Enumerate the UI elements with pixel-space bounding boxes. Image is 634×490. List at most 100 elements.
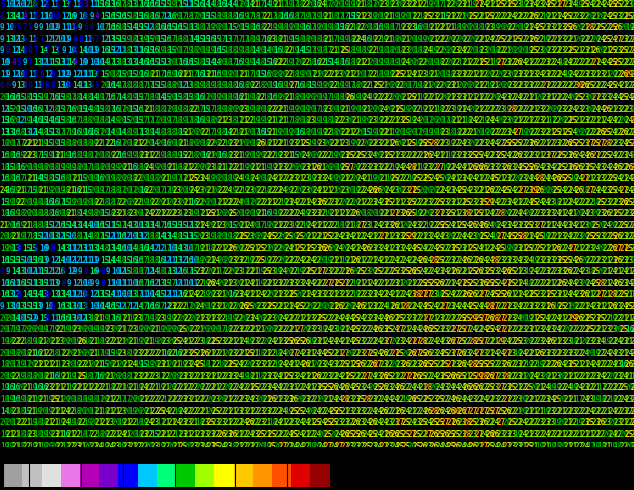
Text: 20: 20: [458, 35, 467, 44]
Text: 15: 15: [301, 47, 311, 55]
Text: 26: 26: [295, 453, 305, 462]
Text: 19: 19: [217, 81, 227, 90]
Text: 20: 20: [569, 302, 578, 311]
Text: 22: 22: [368, 47, 377, 55]
Text: 24: 24: [514, 302, 522, 311]
Text: 22: 22: [145, 186, 154, 195]
Text: 26: 26: [552, 360, 562, 369]
Text: 25: 25: [318, 383, 327, 392]
Text: 19: 19: [223, 140, 233, 148]
Text: 22: 22: [285, 325, 294, 334]
Text: 15: 15: [44, 221, 54, 230]
Text: 20: 20: [502, 209, 512, 218]
Text: 13: 13: [89, 70, 98, 79]
Text: 27: 27: [619, 244, 628, 253]
Text: 25: 25: [469, 418, 478, 427]
Text: 18: 18: [201, 360, 210, 369]
Text: 19: 19: [374, 116, 383, 125]
Text: 26: 26: [357, 430, 366, 439]
Text: 25: 25: [452, 430, 461, 439]
Text: 21: 21: [184, 430, 193, 439]
Text: 22: 22: [508, 151, 517, 160]
Text: 8: 8: [78, 35, 82, 44]
Text: 24: 24: [307, 197, 316, 206]
Text: 21: 21: [541, 441, 550, 450]
Text: 15: 15: [217, 47, 227, 55]
Text: 19: 19: [273, 23, 283, 32]
Text: 18: 18: [162, 47, 171, 55]
Text: 21: 21: [307, 232, 316, 242]
Text: 20: 20: [514, 47, 522, 55]
Text: 20: 20: [630, 256, 634, 265]
Text: 19: 19: [357, 104, 366, 114]
Text: 21: 21: [363, 174, 372, 183]
Text: 20: 20: [212, 151, 221, 160]
Text: 23: 23: [273, 279, 283, 288]
Text: 18: 18: [173, 163, 182, 172]
Text: 16: 16: [273, 47, 283, 55]
Text: 26: 26: [625, 453, 634, 462]
Text: 14: 14: [0, 407, 10, 416]
Text: 18: 18: [586, 267, 595, 276]
Text: 10: 10: [22, 104, 32, 114]
Text: 19: 19: [145, 314, 154, 323]
Text: 24: 24: [519, 209, 528, 218]
Text: 23: 23: [508, 441, 517, 450]
Text: 22: 22: [625, 221, 634, 230]
Text: 21: 21: [162, 174, 171, 183]
Text: 10: 10: [16, 0, 26, 9]
Text: 22: 22: [619, 0, 628, 9]
Text: 24: 24: [524, 174, 534, 183]
Text: 22: 22: [22, 140, 32, 148]
Text: 24: 24: [335, 372, 344, 381]
Text: 15: 15: [6, 104, 15, 114]
Text: 26: 26: [614, 163, 623, 172]
Text: 21: 21: [346, 70, 355, 79]
Text: 12: 12: [28, 267, 37, 276]
Text: 22: 22: [486, 337, 495, 346]
Text: 27: 27: [396, 325, 405, 334]
Text: 18: 18: [446, 116, 456, 125]
Bar: [311, 464, 330, 487]
Text: 19: 19: [262, 116, 271, 125]
Text: 16: 16: [106, 12, 115, 21]
Text: 21: 21: [285, 93, 294, 102]
Text: 22: 22: [363, 256, 372, 265]
Text: 20: 20: [396, 93, 405, 102]
Text: 20: 20: [78, 325, 87, 334]
Text: 23: 23: [223, 116, 233, 125]
Text: 20: 20: [89, 116, 98, 125]
Text: 23: 23: [374, 244, 383, 253]
Text: 24: 24: [301, 383, 311, 392]
Text: 18: 18: [34, 221, 42, 230]
Text: 23: 23: [446, 81, 456, 90]
Text: 22: 22: [491, 209, 500, 218]
Text: 25: 25: [368, 430, 377, 439]
Text: 20: 20: [268, 70, 277, 79]
Text: 17: 17: [56, 197, 65, 206]
Text: 27: 27: [441, 302, 450, 311]
Text: 21: 21: [424, 81, 433, 90]
Text: 24: 24: [285, 244, 294, 253]
Text: 25: 25: [608, 186, 618, 195]
Text: 19: 19: [207, 23, 216, 32]
Text: 21: 21: [323, 186, 333, 195]
Text: 21: 21: [307, 418, 316, 427]
Text: 15: 15: [39, 174, 48, 183]
Text: 10: 10: [22, 256, 32, 265]
Text: 17: 17: [235, 116, 243, 125]
Text: 20: 20: [307, 302, 316, 311]
Text: 21: 21: [630, 314, 634, 323]
Text: 26: 26: [580, 81, 590, 90]
Text: 21: 21: [268, 140, 277, 148]
Text: 13: 13: [22, 128, 32, 137]
Text: 22: 22: [212, 348, 221, 358]
Text: 24: 24: [301, 407, 311, 416]
Text: 20: 20: [502, 81, 512, 90]
Text: 25: 25: [295, 302, 305, 311]
Text: 20: 20: [619, 23, 628, 32]
Text: 22: 22: [139, 372, 149, 381]
Text: 22: 22: [285, 70, 294, 79]
Text: 15: 15: [106, 47, 115, 55]
Text: 23: 23: [580, 140, 590, 148]
